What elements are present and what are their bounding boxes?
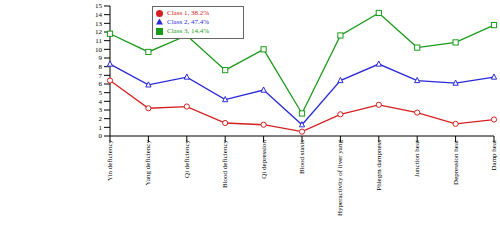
html-text:Class 2, 47.4%: Class 2, 47.4% — [167, 18, 209, 26]
svg-text:13: 13 — [95, 20, 103, 28]
html-text:Class 1, 38.2%: Class 1, 38.2% — [167, 9, 209, 17]
svg-text:11: 11 — [95, 37, 102, 45]
html-text:Class 3, 14.4%: Class 3, 14.4% — [167, 27, 209, 35]
svg-text:0: 0 — [99, 132, 103, 140]
svg-text:Yin deficiency: Yin deficiency — [106, 140, 114, 182]
svg-text:15: 15 — [95, 2, 103, 10]
svg-text:2: 2 — [99, 115, 103, 123]
svg-text:9: 9 — [99, 54, 103, 62]
svg-text:8: 8 — [99, 63, 103, 71]
svg-text:Qi depression: Qi depression — [260, 140, 268, 179]
svg-text:Junction heat: Junction heat — [413, 140, 421, 177]
svg-text:5: 5 — [99, 89, 103, 97]
svg-text:Hyperactivity of liver yang: Hyperactivity of liver yang — [336, 140, 344, 217]
svg-text:14: 14 — [95, 11, 103, 19]
svg-text:Depression heat: Depression heat — [452, 140, 460, 185]
svg-text:7: 7 — [99, 72, 103, 80]
svg-text:12: 12 — [95, 28, 103, 36]
svg-text:Blood stasis: Blood stasis — [298, 140, 306, 174]
svg-text:Yang deficiency: Yang deficiency — [144, 140, 152, 186]
svg-text:10: 10 — [95, 46, 103, 54]
svg-text:3: 3 — [99, 106, 103, 114]
svg-text:Phlegm dampness: Phlegm dampness — [375, 140, 383, 191]
svg-text:6: 6 — [99, 80, 103, 88]
svg-text:Blood deficiency: Blood deficiency — [221, 140, 229, 189]
svg-text:Qi deficiency: Qi deficiency — [183, 140, 191, 178]
svg-text:1: 1 — [99, 124, 103, 132]
svg-text:4: 4 — [99, 98, 103, 106]
svg-text:Damp heat: Damp heat — [490, 140, 492, 171]
